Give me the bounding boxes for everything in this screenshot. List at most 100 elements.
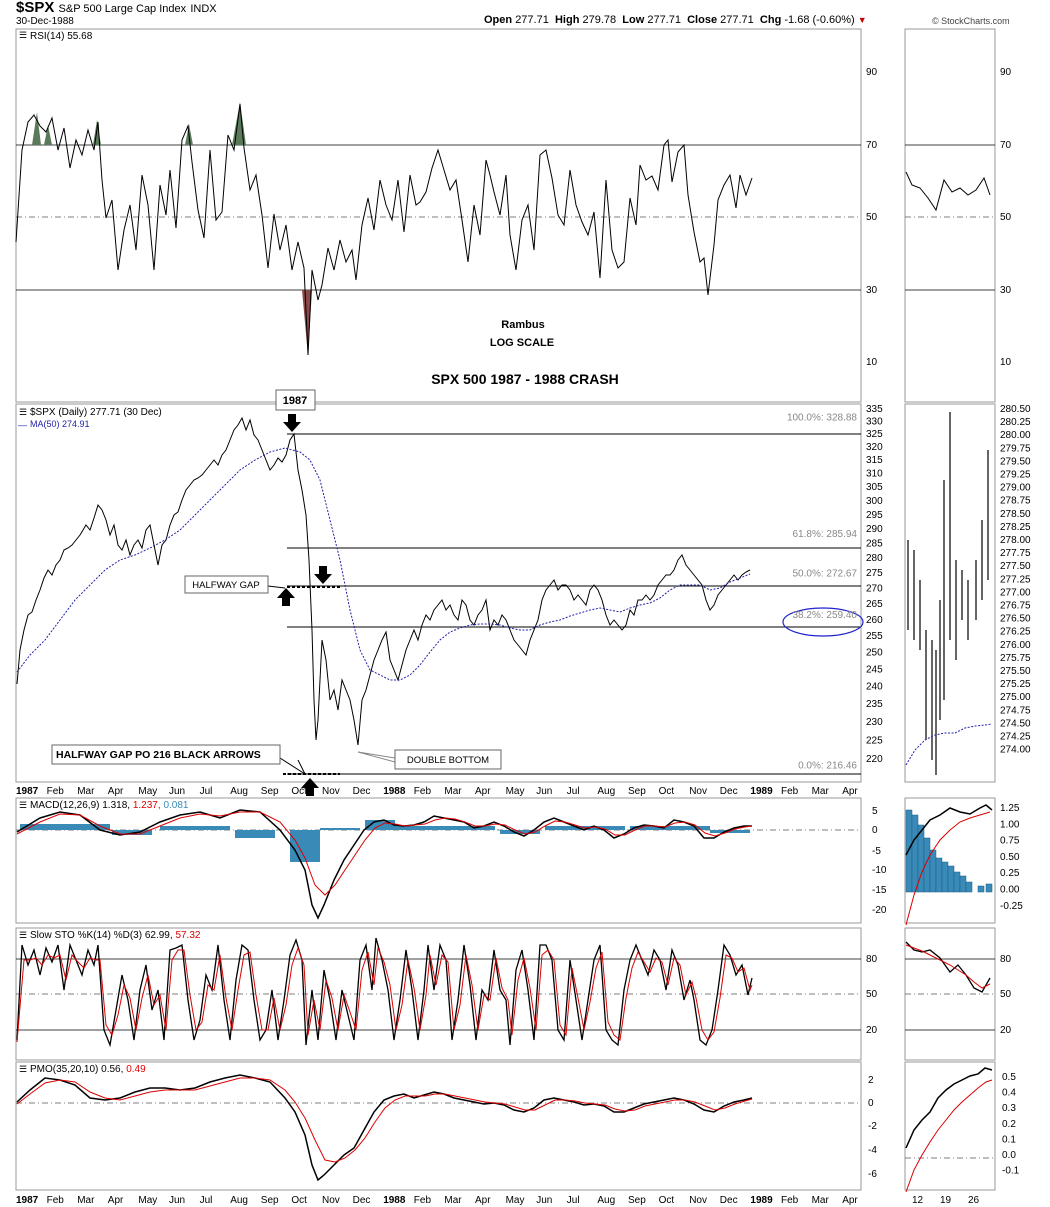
x-axis-label: Feb [414,786,432,797]
high-value: 279.78 [582,14,617,26]
rsi-weekly-panel [904,28,996,403]
x-axis-label: 1989 [750,1195,773,1206]
macd-tick-label: -20 [872,905,887,916]
x-axis-label: 1987 [16,786,39,797]
menu-icon: ☰ [19,800,27,810]
price-weekly-tick-label: 278.25 [1000,522,1031,533]
fib-level-label: 50.0%: 272.67 [793,568,858,579]
pmo-weekly-tick-label: 0.0 [1002,1150,1016,1161]
price-tick-label: 220 [866,754,883,765]
ohlc-readout: Open 277.71 High 279.78 Low 277.71 Close… [484,14,867,26]
price-tick-label: 315 [866,455,883,466]
low-value: 277.71 [647,14,681,26]
pmo-legend: PMO(35,20,10) 0.56, 0.49 [30,1064,146,1075]
x-axis-label: Jul [200,786,213,797]
rsi-weekly-line [905,171,991,212]
rsi-weekly-tick-label: 70 [1000,140,1012,151]
x-axis-label: 1987 [16,1195,39,1206]
fib-level-label: 38.2%: 259.40 [793,610,858,621]
price-weekly-tick-label: 276.50 [1000,614,1031,625]
gap-po-label: HALFWAY GAP PO 216 BLACK ARROWS [56,749,261,761]
symbol-title: $SPX S&P 500 Large Cap Index INDX [16,0,217,16]
down-arrow-icon: ▼ [857,15,867,25]
x-axis-label: Mar [812,786,830,797]
price-weekly-tick-label: 274.75 [1000,705,1031,716]
price-tick-label: 270 [866,584,883,595]
x-axis-label: Feb [781,786,799,797]
price-tick-label: 230 [866,717,883,728]
fib-level-label: 61.8%: 285.94 [793,529,858,540]
down-arrow-icon [314,566,332,584]
price-weekly-tick-label: 274.25 [1000,732,1031,743]
price-tick-label: 255 [866,631,883,642]
ma-legend-swatch: ― [18,420,27,430]
macd-tick-label: -15 [872,885,887,896]
x-axis-label: Oct [291,1195,307,1206]
x-axis-label: Apr [108,1195,124,1206]
price-weekly-tick-label: 279.75 [1000,443,1031,454]
price-tick-label: 240 [866,682,883,693]
macd-weekly-tick-label: 0.75 [1000,836,1020,847]
price-tick-label: 300 [866,496,883,507]
x-axis-label: Oct [659,1195,675,1206]
x-axis-label: Jul [567,786,580,797]
chart-title: SPX 500 1987 - 1988 CRASH [431,371,619,387]
price-weekly-tick-label: 274.00 [1000,745,1031,756]
x-axis-label: Sep [261,1195,279,1206]
x-axis-label: Mar [77,786,95,797]
price-weekly-tick-label: 275.00 [1000,692,1031,703]
pmo-tick-label: -2 [868,1121,877,1132]
pmo-tick-label: -4 [868,1145,877,1156]
x-axis-label: 1989 [750,786,773,797]
gap-po-callout [51,744,281,765]
x-axis-label: Feb [781,1195,799,1206]
halfway-gap-label: HALFWAY GAP [192,580,259,591]
open-value: 277.71 [515,14,549,26]
macd-tick-label: -5 [872,846,881,857]
top-1987-callout [275,389,316,411]
macd-weekly-signal [905,811,991,926]
pmo-weekly-panel [904,1061,996,1191]
rsi-tick-label: 50 [866,212,878,223]
price-weekly-panel [904,403,996,783]
down-arrow-icon [283,414,301,432]
price-weekly-tick-label: 277.50 [1000,561,1031,572]
fib-level-label: 100.0%: 328.88 [787,412,857,423]
price-weekly-tick-label: 275.50 [1000,666,1031,677]
x-axis-label: Apr [842,786,858,797]
price-panel [15,403,862,783]
macd-signal-line [16,811,753,896]
macd-weekly-tick-label: 0.25 [1000,868,1020,879]
sto-weekly-d [905,944,991,989]
price-tick-label: 320 [866,442,883,453]
exchange: INDX [190,3,217,15]
pmo-weekly-tick-label: -0.1 [1002,1166,1020,1177]
price-tick-label: 250 [866,648,883,659]
pmo-weekly-signal [905,1079,993,1193]
price-weekly-tick-label: 277.75 [1000,548,1031,559]
x-axis-label: Mar [77,1195,95,1206]
macd-weekly-tick-label: -0.25 [1000,901,1023,912]
pmo-weekly-tick-label: 0.4 [1002,1088,1016,1099]
x-axis-label: Nov [322,786,340,797]
pmo-weekly-tick-label: 0.5 [1002,1072,1016,1083]
x-axis-label: Jun [536,1195,552,1206]
x-axis-label: Dec [353,786,371,797]
sto-tick-label: 50 [866,989,878,1000]
x-axis-label: Sep [628,1195,646,1206]
x-axis-label: Sep [261,786,279,797]
price-weekly-tick-label: 276.25 [1000,627,1031,638]
x-axis-label: Feb [47,1195,65,1206]
sto-weekly-tick-label: 20 [1000,1025,1012,1036]
x-axis-label: May [138,786,157,797]
weekly-x-axis-label: 12 [912,1195,924,1206]
fib-38-ellipse [782,607,864,637]
macd-weekly-line [905,804,993,856]
price-tick-label: 285 [866,539,883,550]
rsi-weekly-tick-label: 50 [1000,212,1012,223]
weekly-x-axis-label: 19 [940,1195,952,1206]
rsi-tick-label: 70 [866,140,878,151]
rsi-tick-label: 90 [866,67,878,78]
pmo-tick-label: 0 [868,1098,874,1109]
